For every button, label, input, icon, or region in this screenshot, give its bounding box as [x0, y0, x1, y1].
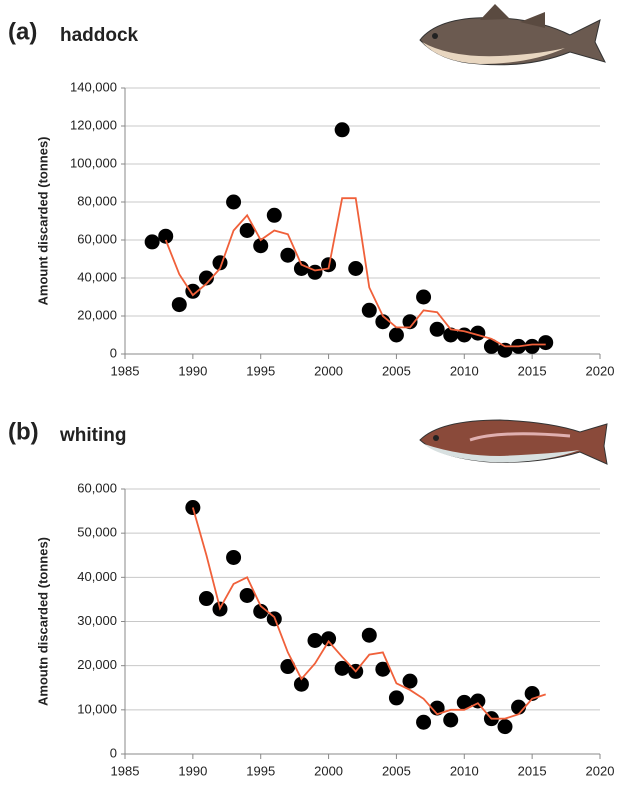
data-point — [497, 719, 513, 735]
data-point — [321, 631, 337, 647]
haddock-icon — [419, 4, 606, 66]
y-tick-label: 140,000 — [70, 79, 117, 94]
data-point — [348, 261, 364, 276]
x-tick-label: 1990 — [178, 363, 207, 378]
data-point — [416, 289, 432, 305]
data-point — [375, 314, 391, 330]
panel-title: whiting — [59, 425, 126, 446]
data-point — [280, 659, 296, 675]
data-point — [443, 712, 459, 728]
x-tick-label: 2005 — [382, 763, 411, 778]
x-tick-label: 1985 — [111, 363, 140, 378]
y-tick-label: 60,000 — [77, 480, 117, 495]
data-point — [334, 660, 350, 676]
x-tick-label: 2020 — [586, 763, 615, 778]
y-tick-label: 40,000 — [77, 269, 117, 284]
data-point — [293, 261, 309, 276]
x-tick-label: 2015 — [518, 363, 547, 378]
y-tick-label: 20,000 — [77, 307, 117, 322]
x-tick-label: 1985 — [111, 763, 140, 778]
data-point — [416, 714, 432, 730]
y-tick-label: 30,000 — [77, 613, 117, 628]
panel-title: haddock — [60, 25, 139, 46]
data-point — [226, 194, 242, 210]
y-axis-title: Amoutn discarded (tonnes) — [35, 537, 50, 706]
data-point — [524, 338, 540, 354]
data-point — [239, 223, 255, 238]
data-point — [171, 297, 187, 313]
data-point — [456, 694, 472, 710]
y-tick-label: 50,000 — [77, 525, 117, 540]
trend-line — [191, 507, 546, 720]
data-point — [361, 302, 377, 318]
whiting-icon — [419, 419, 608, 465]
y-tick-label: 40,000 — [77, 569, 117, 584]
y-tick-label: 80,000 — [77, 193, 117, 208]
data-point — [443, 327, 459, 343]
data-point — [198, 591, 214, 607]
data-point — [253, 238, 269, 254]
y-tick-label: 120,000 — [70, 117, 117, 132]
data-point — [538, 335, 554, 351]
x-tick-label: 2000 — [314, 763, 343, 778]
y-tick-label: 0 — [110, 745, 117, 760]
y-tick-label: 100,000 — [70, 155, 117, 170]
x-tick-label: 1990 — [178, 763, 207, 778]
trend-line — [164, 197, 546, 348]
data-point — [239, 587, 255, 603]
panel-label: (a) — [8, 18, 37, 45]
x-tick-label: 2010 — [450, 763, 479, 778]
data-point — [280, 247, 296, 263]
data-point — [266, 207, 282, 223]
x-tick-label: 2015 — [518, 763, 547, 778]
data-point — [402, 673, 418, 689]
x-tick-label: 1995 — [246, 363, 275, 378]
data-point — [253, 603, 269, 619]
data-point — [497, 342, 513, 358]
data-point — [429, 700, 445, 716]
data-point — [307, 632, 323, 648]
y-tick-label: 60,000 — [77, 231, 117, 246]
data-point — [226, 549, 242, 565]
y-tick-label: 10,000 — [77, 701, 117, 716]
data-point — [483, 338, 499, 354]
panel-label: (b) — [8, 418, 39, 445]
y-tick-label: 20,000 — [77, 657, 117, 672]
x-tick-label: 2010 — [450, 363, 479, 378]
data-point — [293, 676, 309, 692]
x-tick-label: 1995 — [246, 763, 275, 778]
data-point — [429, 321, 445, 337]
x-tick-label: 2020 — [586, 363, 615, 378]
data-point — [334, 122, 350, 138]
data-point — [361, 627, 377, 643]
data-point — [144, 234, 160, 250]
data-point — [307, 264, 323, 280]
data-point — [402, 314, 418, 330]
data-point — [375, 661, 391, 677]
data-point — [185, 283, 201, 299]
x-tick-label: 2000 — [314, 363, 343, 378]
data-point — [388, 327, 404, 343]
y-tick-label: 0 — [110, 345, 117, 360]
data-point — [198, 270, 214, 286]
data-point — [388, 690, 404, 706]
x-tick-label: 2005 — [382, 363, 411, 378]
data-point — [158, 228, 174, 244]
y-axis-title: Amount discarded (tonnes) — [35, 136, 50, 305]
